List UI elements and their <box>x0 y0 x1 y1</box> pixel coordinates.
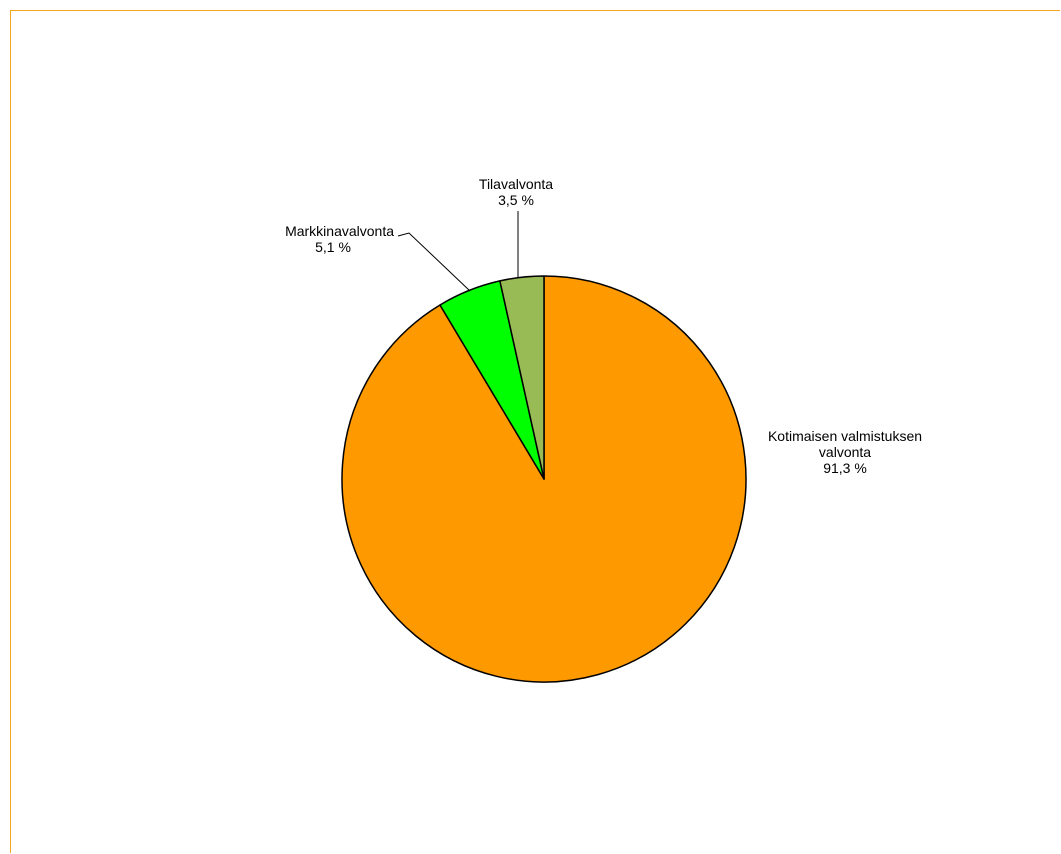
chart-frame <box>10 10 1060 853</box>
pie-slice-3 <box>499 275 545 480</box>
pie-slices <box>341 275 747 683</box>
slice-label-1: Kotimaisen valmistuksen valvonta 91,3 % <box>768 428 922 476</box>
slice-label-2: Markkinavalvonta 5,1 % <box>285 223 394 255</box>
leader-lines <box>397 211 519 292</box>
leader-line-2 <box>397 232 471 292</box>
slice-labels: Kotimaisen valmistuksen valvonta 91,3 % Mar… <box>285 176 922 476</box>
slice-label-3: Tilavalvonta 3,5 % <box>479 176 553 208</box>
